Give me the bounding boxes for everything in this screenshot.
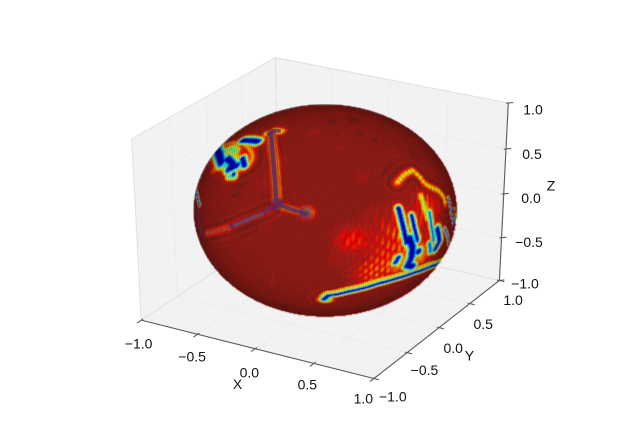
svg-text:−1.0: −1.0: [379, 389, 407, 405]
svg-text:−0.5: −0.5: [178, 349, 206, 365]
svg-text:1.0: 1.0: [503, 292, 523, 308]
svg-text:−0.5: −0.5: [515, 234, 543, 250]
svg-text:0.5: 0.5: [298, 377, 318, 393]
svg-text:0.0: 0.0: [240, 365, 260, 381]
svg-text:0.0: 0.0: [443, 340, 463, 356]
svg-text:Y: Y: [465, 347, 475, 363]
svg-text:0.5: 0.5: [522, 146, 542, 162]
svg-text:0.0: 0.0: [521, 190, 541, 206]
svg-text:Z: Z: [547, 178, 556, 194]
svg-text:−0.5: −0.5: [411, 362, 439, 378]
svg-text:−1.0: −1.0: [511, 276, 539, 292]
svg-text:1.0: 1.0: [523, 101, 543, 117]
svg-text:1.0: 1.0: [354, 391, 374, 407]
svg-text:0.5: 0.5: [473, 316, 493, 332]
svg-text:−1.0: −1.0: [125, 335, 153, 351]
svg-text:X: X: [233, 376, 243, 392]
